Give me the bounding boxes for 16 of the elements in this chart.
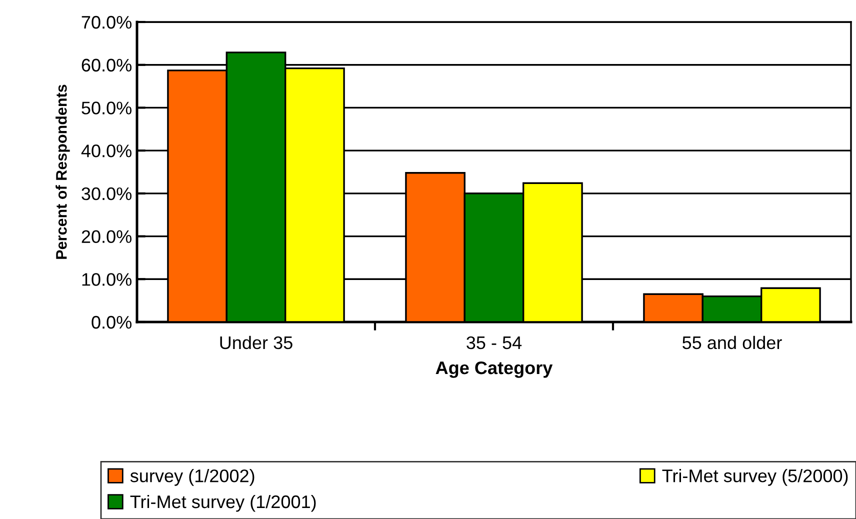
y-axis-title: Percent of Respondents (56, 84, 70, 259)
legend-label: Tri-Met survey (1/2001) (130, 494, 316, 512)
x-tick-label: Under 35 (220, 336, 292, 350)
legend-label: Tri-Met survey (5/2000) (662, 468, 848, 486)
y-tick-label: 40.0% (81, 144, 132, 158)
y-tick-label: 20.0% (82, 230, 132, 244)
x-tick-label: 55 and older (682, 336, 782, 350)
y-tick-label: 30.0% (82, 187, 132, 200)
legend-label: survey (1/2002) (130, 468, 254, 486)
y-tick-label: 50.0% (82, 102, 132, 114)
x-axis-title: Age Category (436, 361, 553, 378)
y-tick-label: 60.0% (82, 58, 132, 72)
y-tick-label: 10.0% (82, 273, 132, 286)
y-tick-label: 70.0% (82, 16, 132, 29)
y-tick-label: 0.0% (92, 316, 132, 329)
x-tick-label: 35 - 54 (466, 336, 522, 350)
